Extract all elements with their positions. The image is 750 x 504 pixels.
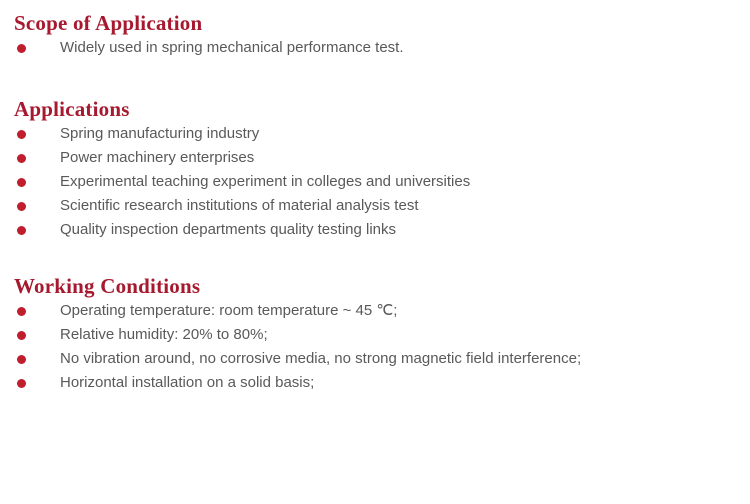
list-item: No vibration around, no corrosive media,… [0, 347, 750, 371]
list-item-text: Quality inspection departments quality t… [60, 221, 397, 238]
bullet-icon [17, 354, 26, 364]
bullet-icon [17, 201, 26, 211]
bullet-icon [17, 330, 26, 340]
list-item-text: Operating temperature: room temperature … [60, 302, 398, 319]
list-item: Scientific research institutions of mate… [0, 194, 750, 218]
list-item: Spring manufacturing industry [0, 122, 750, 146]
section-title-scope-of-application: Scope of Application [14, 11, 203, 35]
list-item: Widely used in spring mechanical perform… [0, 36, 750, 60]
list-item: Operating temperature: room temperature … [0, 299, 750, 323]
section-title-working-conditions: Working Conditions [14, 274, 201, 298]
bullet-icon [17, 129, 26, 139]
list-item: Relative humidity: 20% to 80%; [0, 323, 750, 347]
list-item-text: Experimental teaching experiment in coll… [60, 173, 471, 190]
list-item-text: Spring manufacturing industry [60, 125, 260, 142]
list-item-text: No vibration around, no corrosive media,… [60, 350, 582, 367]
bullet-icon [17, 153, 26, 163]
list-item-text: Relative humidity: 20% to 80%; [60, 326, 268, 343]
working-conditions-list: Operating temperature: room temperature … [0, 299, 750, 395]
list-item-text: Horizontal installation on a solid basis… [60, 374, 315, 391]
list-item-text: Scientific research institutions of mate… [60, 197, 419, 214]
list-item-text: Power machinery enterprises [60, 149, 255, 166]
list-item: Quality inspection departments quality t… [0, 218, 750, 242]
bullet-icon [17, 306, 26, 316]
list-item: Horizontal installation on a solid basis… [0, 371, 750, 395]
scope-list: Widely used in spring mechanical perform… [0, 36, 750, 60]
bullet-icon [17, 177, 26, 187]
bullet-icon [17, 378, 26, 388]
bullet-icon [17, 225, 26, 235]
section-title-applications: Applications [14, 97, 130, 121]
bullet-icon [17, 43, 26, 53]
list-item: Experimental teaching experiment in coll… [0, 170, 750, 194]
list-item-text: Widely used in spring mechanical perform… [60, 39, 404, 56]
applications-list: Spring manufacturing industry Power mach… [0, 122, 750, 242]
list-item: Power machinery enterprises [0, 146, 750, 170]
